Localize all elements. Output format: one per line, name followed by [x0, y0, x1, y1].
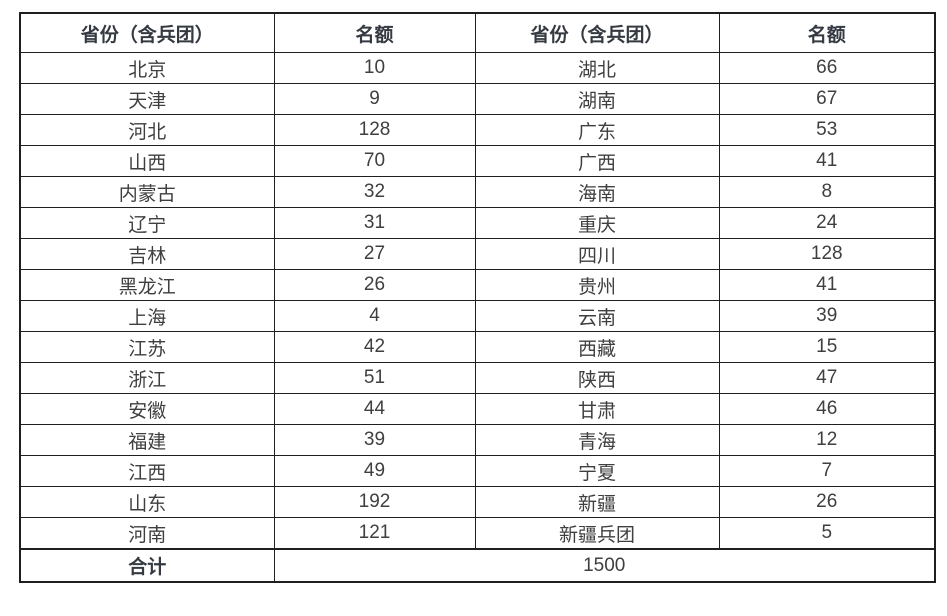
- quota-cell-right: 12: [718, 424, 936, 456]
- quota-cell-right: 24: [718, 207, 936, 239]
- table-row: 安徽 44 甘肃 46: [19, 393, 936, 425]
- table-row: 天津 9 湖南 67: [19, 83, 936, 115]
- table-row: 江苏 42 西藏 15: [19, 331, 936, 363]
- quota-cell-right: 41: [718, 145, 936, 177]
- table-row: 辽宁 31 重庆 24: [19, 207, 936, 239]
- quota-cell-left: 9: [273, 83, 476, 115]
- quota-cell-left: 31: [273, 207, 476, 239]
- quota-cell-left: 44: [273, 393, 476, 425]
- province-cell-left: 江苏: [19, 331, 275, 363]
- province-cell-right: 湖北: [474, 52, 720, 84]
- total-row: 合计 1500: [19, 548, 936, 583]
- table-row: 河南 121 新疆兵团 5: [19, 517, 936, 550]
- province-cell-left: 上海: [19, 300, 275, 332]
- quota-cell-left: 192: [273, 486, 476, 518]
- header-province-left: 省份（含兵团）: [19, 12, 275, 53]
- province-cell-left: 内蒙古: [19, 176, 275, 208]
- quota-cell-right: 66: [718, 52, 936, 84]
- quota-cell-right: 128: [718, 238, 936, 270]
- province-cell-left: 福建: [19, 424, 275, 456]
- province-cell-left: 黑龙江: [19, 269, 275, 301]
- province-cell-right: 云南: [474, 300, 720, 332]
- quota-cell-left: 49: [273, 455, 476, 487]
- province-cell-right: 宁夏: [474, 455, 720, 487]
- total-label: 合计: [19, 548, 275, 583]
- quota-cell-right: 47: [718, 362, 936, 394]
- header-quota-right: 名额: [718, 12, 936, 53]
- table-footer: 合计 1500: [19, 548, 936, 583]
- header-province-right: 省份（含兵团）: [474, 12, 720, 53]
- quota-cell-left: 70: [273, 145, 476, 177]
- province-cell-left: 河北: [19, 114, 275, 146]
- quota-cell-right: 7: [718, 455, 936, 487]
- quota-cell-right: 53: [718, 114, 936, 146]
- table-row: 吉林 27 四川 128: [19, 238, 936, 270]
- province-cell-right: 广东: [474, 114, 720, 146]
- province-quota-table: 省份（含兵团） 名额 省份（含兵团） 名额 北京 10 湖北 66 天津 9 湖南 67 河北 1…: [19, 12, 936, 583]
- province-cell-left: 吉林: [19, 238, 275, 270]
- header-row: 省份（含兵团） 名额 省份（含兵团） 名额: [19, 12, 936, 53]
- province-cell-left: 河南: [19, 517, 275, 550]
- quota-cell-right: 39: [718, 300, 936, 332]
- province-cell-right: 西藏: [474, 331, 720, 363]
- table-row: 江西 49 宁夏 7: [19, 455, 936, 487]
- province-cell-left: 北京: [19, 52, 275, 84]
- quota-cell-left: 128: [273, 114, 476, 146]
- quota-cell-right: 26: [718, 486, 936, 518]
- header-quota-left: 名额: [273, 12, 476, 53]
- quota-cell-right: 67: [718, 83, 936, 115]
- province-cell-right: 贵州: [474, 269, 720, 301]
- quota-cell-right: 8: [718, 176, 936, 208]
- province-cell-right: 广西: [474, 145, 720, 177]
- province-cell-right: 新疆兵团: [474, 517, 720, 550]
- province-cell-right: 海南: [474, 176, 720, 208]
- table-row: 黑龙江 26 贵州 41: [19, 269, 936, 301]
- table-row: 山东 192 新疆 26: [19, 486, 936, 518]
- table-row: 上海 4 云南 39: [19, 300, 936, 332]
- table-row: 河北 128 广东 53: [19, 114, 936, 146]
- quota-cell-left: 42: [273, 331, 476, 363]
- quota-cell-right: 5: [718, 517, 936, 550]
- province-cell-right: 重庆: [474, 207, 720, 239]
- table-header: 省份（含兵团） 名额 省份（含兵团） 名额: [19, 12, 936, 53]
- table-row: 北京 10 湖北 66: [19, 52, 936, 84]
- table-row: 福建 39 青海 12: [19, 424, 936, 456]
- province-cell-right: 青海: [474, 424, 720, 456]
- total-value: 1500: [273, 548, 936, 583]
- quota-cell-left: 121: [273, 517, 476, 550]
- province-cell-left: 江西: [19, 455, 275, 487]
- quota-cell-left: 26: [273, 269, 476, 301]
- province-cell-left: 山西: [19, 145, 275, 177]
- quota-cell-right: 15: [718, 331, 936, 363]
- province-cell-left: 安徽: [19, 393, 275, 425]
- quota-cell-left: 10: [273, 52, 476, 84]
- province-cell-right: 新疆: [474, 486, 720, 518]
- table-row: 浙江 51 陕西 47: [19, 362, 936, 394]
- quota-cell-left: 51: [273, 362, 476, 394]
- quota-cell-left: 4: [273, 300, 476, 332]
- province-cell-left: 浙江: [19, 362, 275, 394]
- province-cell-right: 甘肃: [474, 393, 720, 425]
- quota-cell-right: 41: [718, 269, 936, 301]
- table-body: 北京 10 湖北 66 天津 9 湖南 67 河北 128 广东 53 山西 70 广西 41 内蒙古 32 海南 8…: [19, 52, 936, 550]
- table-row: 内蒙古 32 海南 8: [19, 176, 936, 208]
- province-cell-right: 湖南: [474, 83, 720, 115]
- province-cell-left: 山东: [19, 486, 275, 518]
- province-cell-right: 四川: [474, 238, 720, 270]
- table-row: 山西 70 广西 41: [19, 145, 936, 177]
- province-cell-left: 天津: [19, 83, 275, 115]
- quota-cell-left: 27: [273, 238, 476, 270]
- province-cell-left: 辽宁: [19, 207, 275, 239]
- quota-cell-left: 32: [273, 176, 476, 208]
- quota-cell-right: 46: [718, 393, 936, 425]
- province-cell-right: 陕西: [474, 362, 720, 394]
- quota-cell-left: 39: [273, 424, 476, 456]
